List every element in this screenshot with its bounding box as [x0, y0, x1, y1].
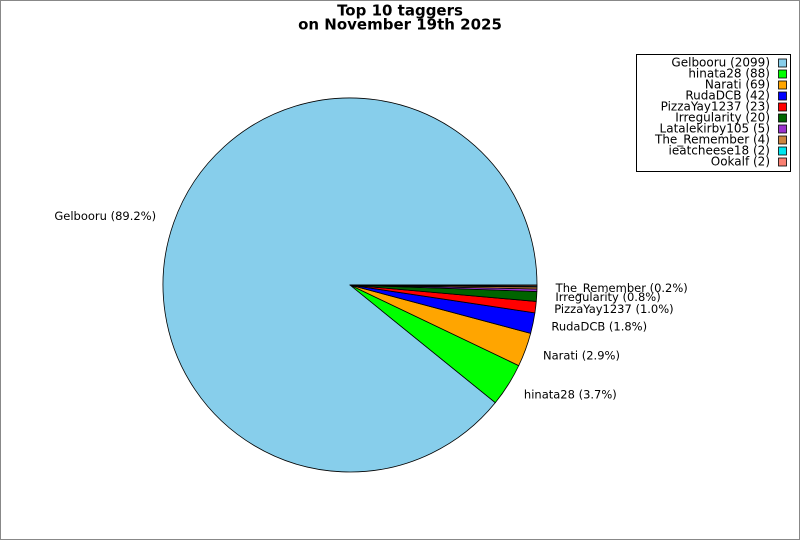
legend-swatch	[778, 80, 787, 90]
legend-swatch	[778, 124, 787, 134]
chart-subtitle: on November 19th 2025	[298, 16, 502, 34]
legend-label: Gelbooru (2099)	[671, 56, 770, 70]
legend-box	[636, 54, 791, 172]
legend-label: Narati (69)	[705, 78, 770, 92]
slice-label: The_Remember (0.2%)	[555, 281, 688, 295]
legend-swatch	[778, 58, 787, 68]
chart-title: Top 10 taggers	[337, 2, 463, 20]
legend-swatch	[778, 157, 787, 167]
legend-label: Latalekirby105 (5)	[660, 122, 770, 136]
legend-label: Ookalf (2)	[711, 155, 770, 169]
legend-label: The_Remember (4)	[654, 133, 770, 147]
legend-swatch	[778, 91, 787, 101]
slice-label: Gelbooru (89.2%)	[54, 209, 156, 223]
slice-label: Narati (2.9%)	[543, 349, 620, 363]
slice-label: Irregularity (0.8%)	[555, 290, 660, 304]
legend-label: PizzaYay1237 (23)	[661, 100, 770, 114]
legend-label: RudaDCB (42)	[685, 89, 770, 103]
slice-label: PizzaYay1237 (1.0%)	[554, 302, 673, 316]
legend-label: ieatcheese18 (2)	[669, 144, 770, 158]
slice-label: hinata28 (3.7%)	[524, 387, 617, 401]
legend-label: Irregularity (20)	[675, 111, 770, 125]
slice-label: RudaDCB (1.8%)	[551, 319, 647, 333]
legend-swatch	[778, 113, 787, 123]
pie-slice	[349, 284, 538, 287]
legend-swatch	[778, 146, 787, 156]
legend-swatch	[778, 102, 787, 112]
legend-swatch	[778, 69, 787, 79]
legend-swatch	[778, 135, 787, 145]
legend-label: hinata28 (88)	[688, 67, 770, 81]
